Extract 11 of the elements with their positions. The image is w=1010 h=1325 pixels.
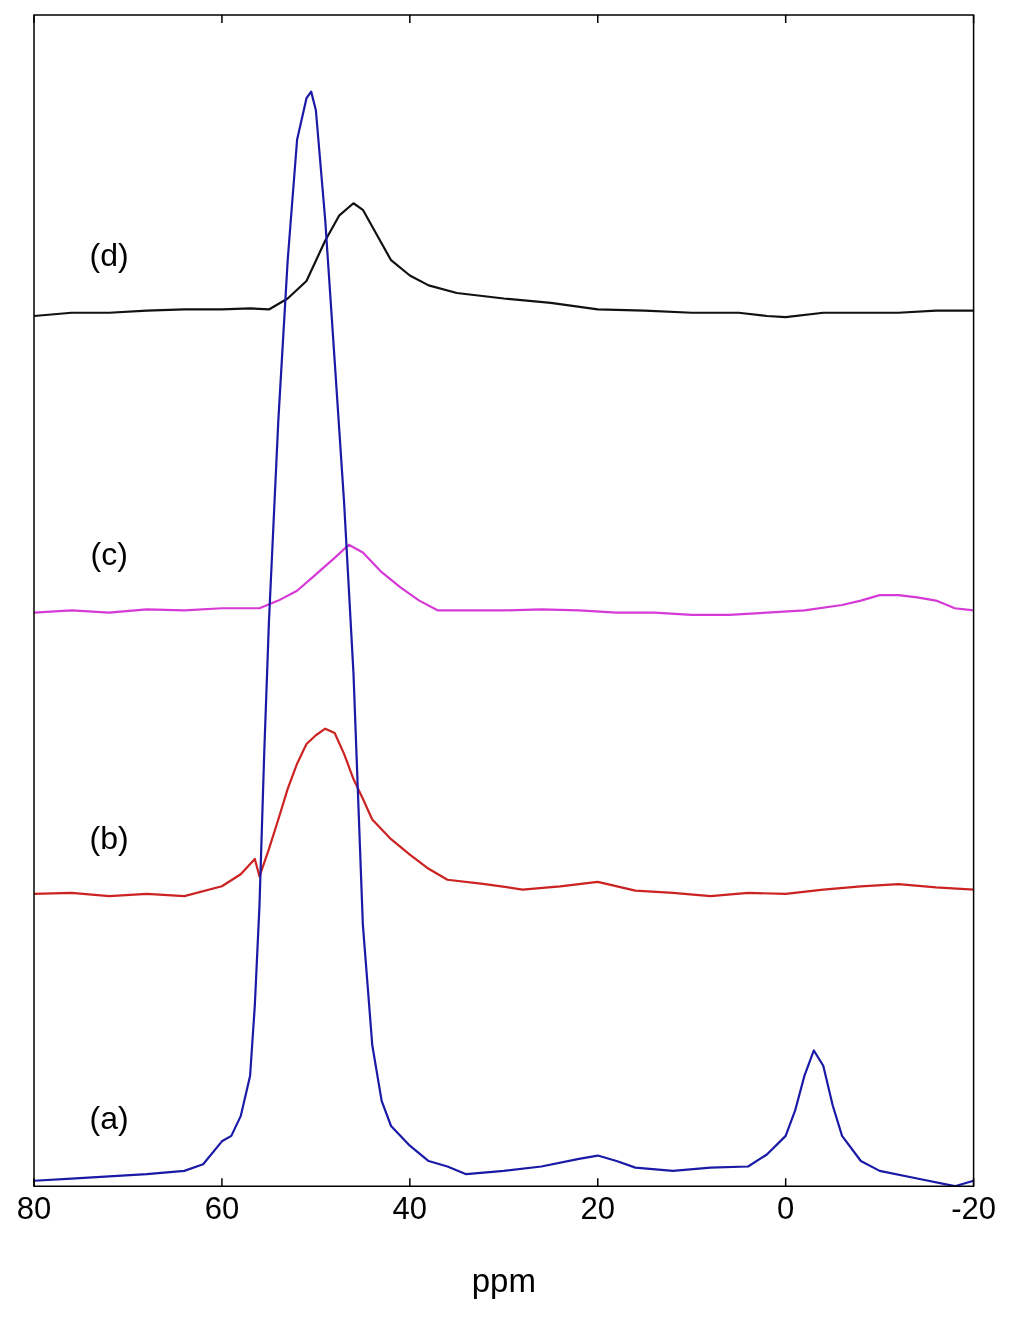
x-tick-label: 20 xyxy=(580,1191,615,1227)
x-tick-label: 80 xyxy=(16,1191,52,1227)
x-tick-label: 0 xyxy=(777,1191,795,1227)
x-axis-title: ppm xyxy=(471,1262,536,1300)
x-tick-label: -20 xyxy=(951,1191,996,1227)
x-tick-label: 60 xyxy=(204,1191,240,1227)
series-label: (a) xyxy=(89,1100,129,1137)
series-label: (d) xyxy=(89,236,129,273)
series-label: (c) xyxy=(90,536,128,573)
x-tick-label: 40 xyxy=(392,1191,428,1227)
series-label: (b) xyxy=(89,819,129,856)
